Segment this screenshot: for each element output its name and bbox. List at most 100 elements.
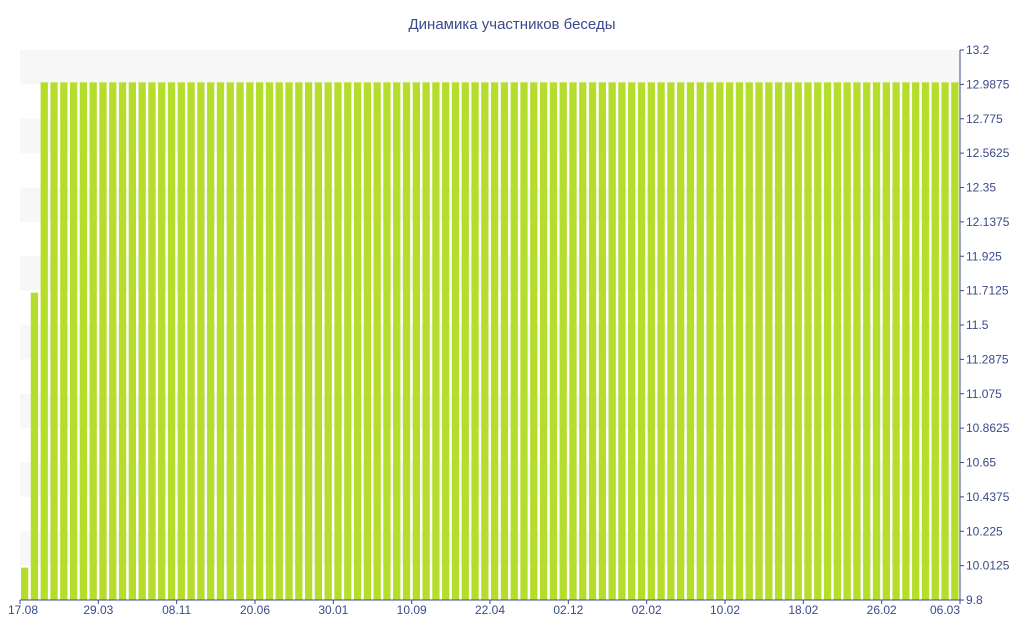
y-ticks: 13.2 12.9875 12.775 12.5625 12.35 12.1375 11.9… bbox=[960, 43, 1010, 607]
grid-band bbox=[20, 50, 960, 85]
bar bbox=[549, 82, 558, 600]
bar bbox=[236, 82, 244, 600]
bar bbox=[921, 82, 930, 600]
bar bbox=[667, 82, 675, 600]
bar bbox=[285, 82, 293, 600]
bar bbox=[696, 82, 704, 600]
y-tick-label: 11.925 bbox=[966, 249, 1002, 263]
y-tick-label: 12.1375 bbox=[966, 215, 1010, 229]
bar bbox=[138, 82, 146, 600]
bar bbox=[872, 82, 881, 600]
bar bbox=[618, 82, 626, 600]
y-tick-label: 10.8625 bbox=[966, 421, 1010, 435]
y-tick-label: 12.35 bbox=[966, 181, 996, 195]
bars bbox=[21, 82, 959, 600]
bar bbox=[265, 82, 274, 600]
y-tick-label: 11.075 bbox=[966, 387, 1002, 401]
y-tick-label: 11.2875 bbox=[966, 352, 1009, 366]
grid-band bbox=[20, 256, 960, 291]
bar bbox=[363, 82, 371, 600]
bar bbox=[804, 82, 812, 600]
bar bbox=[167, 82, 176, 600]
bar bbox=[530, 82, 538, 600]
x-tick-label: 17.08 bbox=[8, 603, 38, 617]
bar bbox=[716, 82, 724, 600]
bar bbox=[735, 82, 744, 600]
bar bbox=[60, 82, 68, 600]
bar bbox=[569, 82, 577, 600]
bar bbox=[931, 82, 939, 600]
y-tick-label: 11.7125 bbox=[966, 284, 1009, 298]
x-tick-label: 29.03 bbox=[83, 603, 113, 617]
bar bbox=[353, 82, 362, 600]
bar bbox=[491, 82, 499, 600]
bar bbox=[481, 82, 489, 600]
bar bbox=[422, 82, 430, 600]
bar bbox=[207, 82, 215, 600]
x-tick-label: 02.02 bbox=[632, 603, 662, 617]
bar bbox=[324, 82, 332, 600]
x-tick-label: 22.04 bbox=[475, 603, 505, 617]
x-tick-label: 30.01 bbox=[318, 603, 348, 617]
bar bbox=[520, 82, 528, 600]
bar bbox=[941, 82, 949, 600]
bar bbox=[148, 82, 156, 600]
y-tick-label: 9.8 bbox=[966, 593, 983, 607]
grid-band bbox=[20, 118, 960, 154]
bar bbox=[579, 82, 587, 600]
bar bbox=[412, 82, 420, 600]
bar bbox=[951, 82, 959, 600]
bar bbox=[109, 82, 117, 600]
bar bbox=[216, 82, 225, 600]
bar bbox=[755, 82, 763, 600]
bar bbox=[833, 82, 841, 600]
bar bbox=[50, 82, 58, 600]
bar bbox=[657, 82, 665, 600]
grid-band bbox=[20, 187, 960, 222]
bar bbox=[256, 82, 264, 600]
bar bbox=[393, 82, 401, 600]
bar bbox=[275, 82, 283, 600]
bar bbox=[726, 82, 734, 600]
bar bbox=[784, 82, 793, 600]
grid-band bbox=[20, 325, 960, 360]
grid-band bbox=[20, 531, 960, 566]
x-tick-label: 10.09 bbox=[397, 603, 427, 617]
x-tick-label: 18.02 bbox=[788, 603, 818, 617]
bar bbox=[158, 82, 166, 600]
bar bbox=[177, 82, 185, 600]
bar bbox=[402, 82, 411, 600]
y-tick-label: 10.4375 bbox=[966, 490, 1010, 504]
bar bbox=[471, 82, 479, 600]
bar bbox=[510, 82, 518, 600]
x-ticks: 17.08 29.03 08.11 20.06 30.01 10.09 22.04 02.12… bbox=[8, 600, 961, 617]
y-tick-label: 10.0125 bbox=[966, 559, 1010, 573]
x-tick-label: 02.12 bbox=[553, 603, 583, 617]
bar bbox=[118, 82, 127, 600]
bar bbox=[843, 82, 851, 600]
x-tick-label: 20.06 bbox=[240, 603, 270, 617]
bar bbox=[246, 82, 254, 600]
bar bbox=[814, 82, 822, 600]
bar bbox=[383, 82, 391, 600]
bar bbox=[30, 292, 39, 600]
bar bbox=[608, 82, 616, 600]
bar bbox=[765, 82, 773, 600]
bar bbox=[598, 82, 606, 600]
bar bbox=[69, 82, 78, 600]
bar bbox=[373, 82, 381, 600]
y-tick-label: 12.775 bbox=[966, 112, 1003, 126]
bar bbox=[89, 82, 97, 600]
bar bbox=[79, 82, 88, 600]
y-tick-label: 11.5 bbox=[966, 318, 989, 332]
x-tick-label: 08.11 bbox=[162, 603, 191, 617]
x-tick-label: 26.02 bbox=[867, 603, 897, 617]
grid-bands bbox=[20, 50, 960, 566]
bar bbox=[774, 82, 783, 600]
bar bbox=[647, 82, 655, 600]
bar bbox=[304, 82, 313, 600]
bar bbox=[226, 82, 234, 600]
bar bbox=[128, 82, 136, 600]
bar bbox=[637, 82, 646, 600]
